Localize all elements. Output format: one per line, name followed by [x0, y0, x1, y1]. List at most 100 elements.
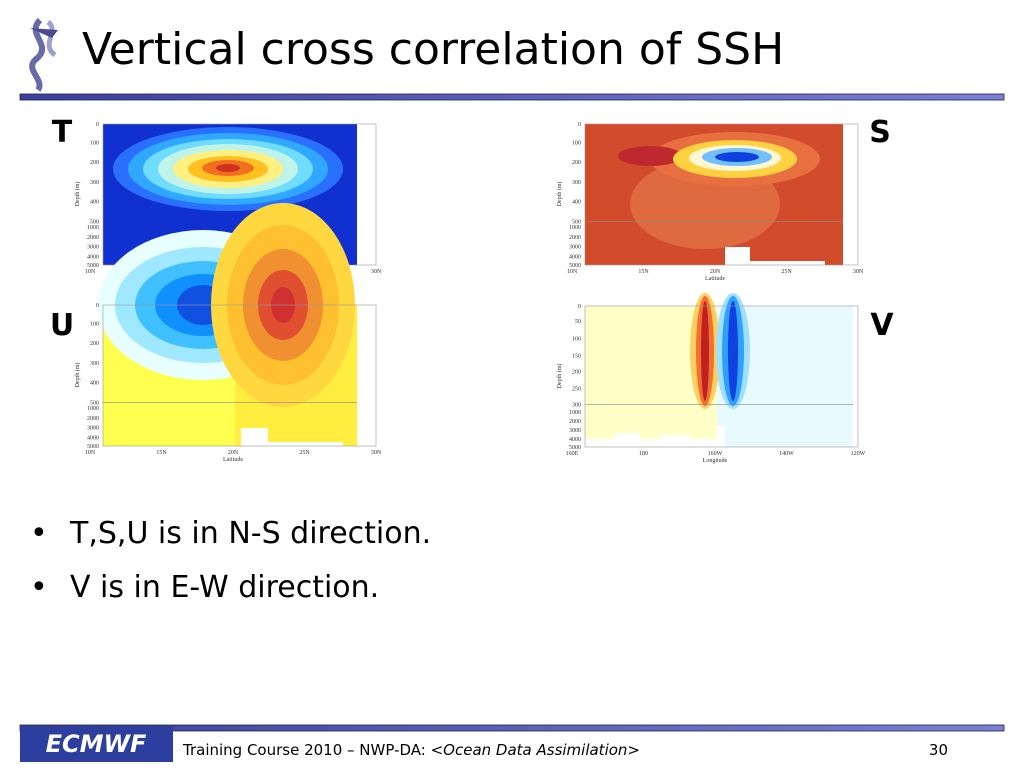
y-tick-label: 1000 — [87, 406, 99, 412]
y-tick-label: 200 — [572, 160, 581, 166]
y-tick-label: 2000 — [87, 416, 99, 422]
y-tick-label: 0 — [96, 303, 99, 309]
y-axis-label: Depth (m) — [74, 363, 81, 388]
contour-panel: 0501001502002503001000200030004000500016… — [556, 293, 894, 464]
y-tick-label: 5000 — [569, 445, 581, 451]
y-axis-label: Depth (m) — [556, 182, 563, 207]
y-tick-label: 150 — [572, 353, 581, 359]
x-tick-label: 15N — [638, 269, 649, 275]
y-tick-label: 200 — [572, 369, 581, 375]
y-tick-label: 0 — [96, 122, 99, 128]
y-tick-label: 2000 — [569, 235, 581, 241]
y-tick-label: 4000 — [569, 255, 581, 261]
plot-frame — [584, 305, 859, 448]
contour-panel: 01002003004005001000200030004000500010N1… — [52, 115, 382, 282]
y-tick-label: 500 — [572, 219, 581, 225]
y-tick-label: 100 — [572, 140, 581, 146]
contour-region — [717, 426, 725, 447]
y-tick-label: 300 — [572, 403, 581, 409]
footer-course: Training Course 2010 – NWP-DA: < — [182, 741, 443, 759]
y-tick-label: 300 — [90, 361, 99, 367]
y-tick-label: 100 — [90, 140, 99, 146]
plot-frame — [102, 304, 377, 447]
y-axis-label: Depth (m) — [556, 364, 563, 389]
contour-region — [750, 261, 825, 265]
bullet-dot: • — [30, 570, 48, 605]
footer-topic: Ocean Data Assimilation — [443, 741, 627, 759]
x-tick-label: 10N — [85, 450, 96, 456]
y-tick-label: 500 — [90, 219, 99, 225]
y-tick-label: 400 — [90, 200, 99, 206]
footer-logo: ECMWF — [46, 730, 147, 758]
contour-plot — [103, 124, 357, 265]
contour-band — [701, 301, 709, 401]
footer-logo-box — [20, 726, 173, 762]
y-tick-label: 500 — [90, 400, 99, 406]
footer-close: > — [627, 741, 640, 759]
contour-band — [216, 164, 240, 172]
y-tick-label: 3000 — [569, 428, 581, 434]
plot-frame — [584, 123, 859, 266]
panel-label: U — [50, 308, 74, 343]
y-tick-label: 300 — [572, 180, 581, 186]
x-axis-label: Longitude — [703, 458, 728, 464]
x-tick-label: 15N — [156, 450, 167, 456]
x-tick-label: 160W — [708, 451, 723, 457]
contour-plot — [585, 124, 843, 265]
y-tick-label: 1000 — [569, 410, 581, 416]
y-tick-label: 300 — [90, 180, 99, 186]
x-tick-label: 140W — [779, 451, 794, 457]
y-tick-label: 2000 — [569, 419, 581, 425]
contour-region — [660, 435, 690, 447]
y-tick-label: 1000 — [569, 225, 581, 231]
contour-region — [615, 433, 640, 447]
y-tick-label: 5000 — [569, 263, 581, 269]
y-tick-label: 100 — [90, 321, 99, 327]
page-number: 30 — [929, 741, 948, 759]
footer-text: Training Course 2010 – NWP-DA: <Ocean Da… — [182, 741, 640, 759]
y-tick-label: 250 — [572, 387, 581, 393]
y-tick-label: 2000 — [87, 235, 99, 241]
y-axis-label: Depth (m) — [74, 182, 81, 207]
x-tick-label: 10N — [567, 269, 578, 275]
y-tick-label: 200 — [90, 160, 99, 166]
bullet-dot: • — [30, 516, 48, 551]
contour-plot — [585, 293, 853, 447]
y-tick-label: 4000 — [87, 436, 99, 442]
contour-band — [618, 146, 682, 166]
y-tick-label: 100 — [572, 336, 581, 342]
x-tick-label: 30N — [853, 269, 864, 275]
x-tick-label: 10N — [85, 269, 96, 275]
y-tick-label: 0 — [578, 304, 581, 310]
y-tick-label: 5000 — [87, 444, 99, 450]
x-tick-label: 160E — [566, 451, 579, 457]
y-tick-label: 3000 — [87, 426, 99, 432]
y-tick-label: 5000 — [87, 263, 99, 269]
x-tick-label: 25N — [781, 269, 792, 275]
header-rule — [19, 93, 1005, 101]
contour-region — [585, 439, 717, 447]
y-tick-label: 4000 — [87, 255, 99, 261]
y-tick-label: 400 — [90, 381, 99, 387]
bullets: • T,S,U is in N-S direction. • V is in E… — [30, 516, 431, 605]
x-tick-label: 120W — [851, 451, 866, 457]
x-tick-label: 180 — [639, 451, 648, 457]
y-tick-label: 4000 — [569, 437, 581, 443]
x-axis-label: Latitude — [223, 457, 243, 463]
y-tick-label: 1000 — [87, 225, 99, 231]
panel-label: V — [870, 308, 894, 343]
bullet-text: V is in E-W direction. — [70, 570, 379, 605]
y-tick-label: 400 — [572, 200, 581, 206]
bullet-text: T,S,U is in N-S direction. — [69, 516, 431, 551]
x-tick-label: 30N — [371, 450, 382, 456]
contour-region — [241, 428, 268, 446]
x-tick-label: 25N — [299, 450, 310, 456]
y-tick-label: 0 — [578, 122, 581, 128]
logo-swirl — [29, 17, 58, 92]
y-tick-label: 50 — [575, 319, 581, 325]
y-tick-label: 3000 — [87, 245, 99, 251]
contour-band — [728, 301, 738, 401]
